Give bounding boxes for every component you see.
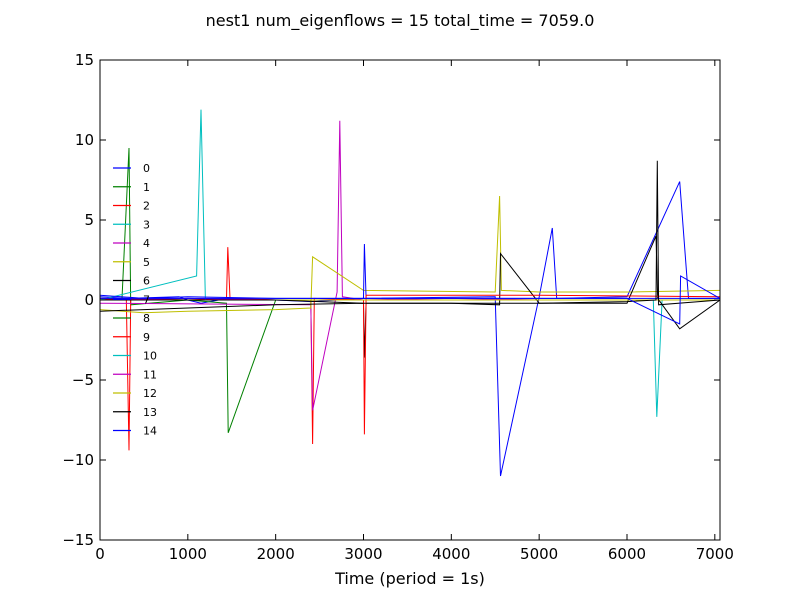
- y-tick-label: −15: [62, 531, 94, 549]
- y-tick-label: 5: [84, 211, 94, 229]
- legend-label-12: 12: [143, 387, 157, 400]
- legend-label-14: 14: [143, 425, 157, 438]
- y-tick-label: 10: [75, 131, 94, 149]
- legend-label-11: 11: [143, 368, 157, 381]
- x-tick-label: 6000: [608, 545, 646, 563]
- x-tick-label: 0: [95, 545, 105, 563]
- series-line-6: [100, 235, 720, 358]
- legend-label-1: 1: [143, 181, 150, 194]
- x-axis-label: Time (period = 1s): [334, 569, 485, 588]
- x-tick-label: 2000: [257, 545, 295, 563]
- legend-label-5: 5: [143, 256, 150, 269]
- x-tick-label: 3000: [344, 545, 382, 563]
- y-tick-label: 0: [84, 291, 94, 309]
- legend-label-7: 7: [143, 293, 150, 306]
- x-tick-label: 1000: [169, 545, 207, 563]
- y-tick-label: −10: [62, 451, 94, 469]
- series-line-2: [100, 247, 720, 451]
- legend-label-13: 13: [143, 406, 157, 419]
- x-axis: 0 1000 2000 3000 4000 5000 6000 7000: [95, 60, 734, 563]
- y-tick-label: −5: [72, 371, 94, 389]
- legend-label-2: 2: [143, 200, 150, 213]
- series-line-4: [100, 120, 720, 411]
- chart-title: nest1 num_eigenflows = 15 total_time = 7…: [206, 11, 595, 31]
- legend-label-3: 3: [143, 218, 150, 231]
- series-line-14: [100, 275, 720, 325]
- legend-label-9: 9: [143, 331, 150, 344]
- series-line-3: [100, 109, 720, 417]
- x-tick-label: 7000: [696, 545, 734, 563]
- series-line-0: [100, 181, 720, 477]
- series-line-1: [100, 147, 720, 433]
- legend-label-6: 6: [143, 275, 150, 288]
- series-line-9: [100, 294, 720, 435]
- legend-label-8: 8: [143, 312, 150, 325]
- x-tick-label: 5000: [520, 545, 558, 563]
- series-line-13: [100, 160, 720, 306]
- y-tick-label: 15: [75, 51, 94, 69]
- legend-label-0: 0: [143, 162, 150, 175]
- series-line-7: [100, 243, 720, 299]
- legend-label-4: 4: [143, 237, 150, 250]
- legend-label-10: 10: [143, 350, 157, 363]
- x-tick-label: 4000: [432, 545, 470, 563]
